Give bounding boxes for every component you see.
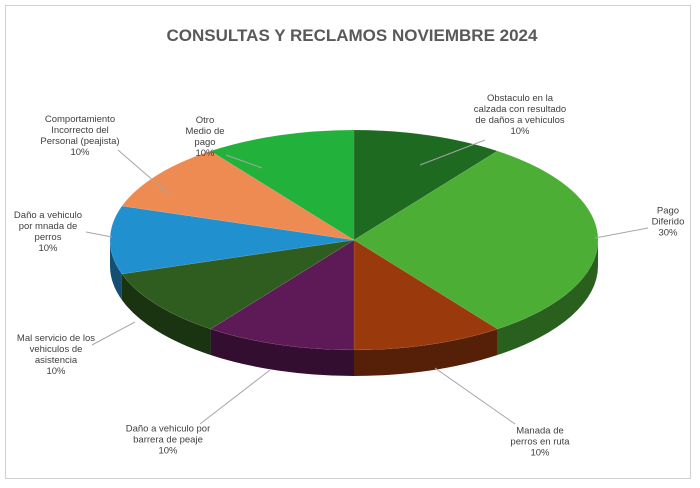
- data-label: Otro Medio de pago 10%: [183, 115, 228, 159]
- category-label: Daño a vehiculo por mnada de perros: [13, 210, 83, 243]
- pie-slice-side: [210, 328, 354, 376]
- pie-slice-side: [354, 328, 498, 376]
- category-label: Comportamiento Incorrecto del Personal (…: [40, 114, 120, 147]
- chart-title: CONSULTAS Y RECLAMOS NOVIEMBRE 2024: [167, 26, 538, 45]
- leader-line: [419, 139, 486, 166]
- pie-slice: [109, 205, 355, 275]
- value-label: 10%: [38, 243, 58, 254]
- data-label: Comportamiento Incorrecto del Personal (…: [40, 114, 120, 158]
- leader-line: [199, 369, 271, 425]
- category-label: Mal servicio de los vehiculos de asisten…: [16, 333, 96, 366]
- category-label: Daño a vehiculo por barrera de peaje: [125, 423, 211, 446]
- value-label: 10%: [158, 445, 178, 457]
- data-label: Manada de perros en ruta 10%: [510, 426, 570, 459]
- category-label: Manada de perros en ruta: [510, 425, 570, 448]
- leader-line: [225, 154, 263, 169]
- data-label: Mal servicio de los vehiculos de asisten…: [11, 333, 101, 377]
- pie-slice: [209, 239, 355, 351]
- leader-line: [91, 321, 136, 346]
- value-label: 10%: [70, 147, 90, 158]
- chart-frame: [5, 5, 691, 479]
- leader-line: [117, 149, 171, 196]
- value-label: 10%: [195, 148, 215, 159]
- pie-slice-side: [121, 273, 211, 355]
- pie-slice: [353, 239, 499, 351]
- pie-slice-side: [497, 240, 598, 355]
- leader-line: [85, 231, 113, 238]
- pie-slice: [121, 150, 355, 241]
- pie-slice: [353, 129, 499, 241]
- pie-slice: [209, 129, 355, 241]
- value-label: 30%: [658, 227, 678, 239]
- pie-slice: [121, 239, 355, 330]
- leader-line: [434, 367, 516, 425]
- data-label: Pago Diferido 30%: [643, 206, 693, 239]
- category-label: Otro Medio de pago: [185, 115, 225, 148]
- pie-slice-side: [110, 240, 122, 300]
- category-label: Pago Diferido: [651, 205, 685, 228]
- value-label: 10%: [46, 366, 66, 377]
- value-label: 10%: [530, 447, 550, 459]
- value-label: 10%: [510, 126, 530, 137]
- pie-slice: [353, 150, 599, 330]
- data-label: Daño a vehiculo por barrera de peaje 10%: [123, 424, 213, 457]
- category-label: Obstaculo en la calzada con resultado de…: [473, 93, 567, 126]
- leader-line: [594, 227, 649, 239]
- data-label: Daño a vehiculo por mnada de perros 10%: [13, 210, 83, 254]
- data-label: Obstaculo en la calzada con resultado de…: [473, 93, 568, 137]
